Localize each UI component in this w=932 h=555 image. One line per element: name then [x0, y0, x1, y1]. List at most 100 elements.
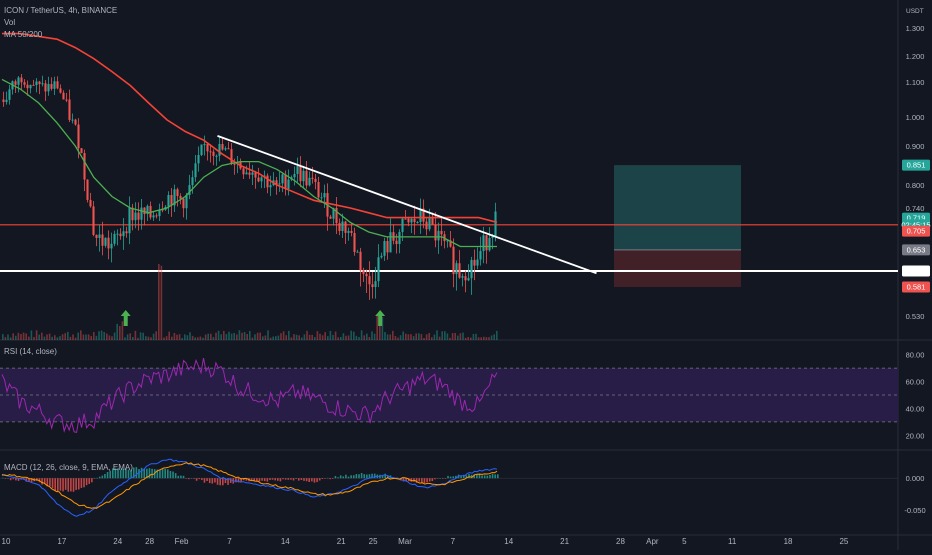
macd-histogram-bar — [25, 478, 28, 482]
x-tick-label: 21 — [337, 537, 346, 546]
candle-body — [188, 185, 191, 196]
candle-body — [248, 172, 251, 175]
macd-histogram-bar — [387, 475, 389, 479]
macd-histogram-bar — [428, 478, 431, 482]
macd-histogram-bar — [491, 473, 494, 479]
macd-histogram-bar — [324, 478, 326, 479]
price-tag-label: 0.851 — [907, 161, 926, 170]
macd-histogram-bar — [494, 474, 496, 479]
macd-histogram-bar — [122, 469, 125, 479]
macd-histogram-bar — [161, 468, 164, 479]
symbol-label: ICON / TetherUS, 4h, BINANCE — [4, 6, 118, 15]
volume-bar — [35, 330, 38, 340]
volume-bar — [147, 336, 150, 340]
volume-bar — [134, 330, 137, 340]
volume-bar — [381, 316, 384, 340]
candle-body — [452, 246, 455, 275]
macd-histogram-bar — [143, 468, 146, 479]
macd-histogram-bar — [75, 478, 77, 490]
price-tick-label: 0.900 — [906, 142, 925, 151]
candle-body — [116, 233, 119, 235]
volume-bar — [418, 333, 420, 340]
target-zone — [614, 165, 741, 250]
volume-bar — [98, 331, 100, 340]
candle-body — [101, 234, 104, 246]
candle-body — [17, 77, 20, 85]
candle-body — [41, 83, 44, 85]
x-tick-label: 25 — [369, 537, 378, 546]
volume-bar — [425, 334, 428, 340]
candle-body — [104, 237, 107, 246]
macd-histogram-bar — [476, 474, 478, 479]
candle-body — [371, 284, 374, 288]
candle-body — [416, 222, 419, 224]
candle-body — [269, 185, 272, 188]
candle-body — [119, 233, 122, 237]
price-tick-label: 0.800 — [906, 181, 925, 190]
macd-histogram-bar — [138, 469, 140, 479]
volume-bar — [324, 332, 326, 340]
signal-line — [1, 462, 498, 509]
volume-bar — [4, 337, 7, 340]
macd-histogram-bar — [421, 478, 423, 484]
price-tick-label: 1.000 — [906, 113, 925, 122]
macd-histogram-bar — [300, 478, 303, 480]
macd-histogram-bar — [64, 478, 67, 490]
x-tick-label: 14 — [281, 537, 290, 546]
candle-body — [113, 233, 116, 244]
candle-body — [89, 199, 92, 207]
volume-bar — [7, 334, 9, 340]
volume-bar — [210, 333, 212, 340]
volume-bar — [33, 337, 35, 340]
candle-body — [206, 144, 209, 152]
volume-bar — [132, 336, 134, 340]
volume-bar — [87, 334, 90, 340]
volume-bar — [82, 334, 85, 340]
candle-body — [449, 240, 452, 247]
candle-body — [395, 240, 398, 245]
macd-histogram-bar — [148, 468, 151, 479]
macd-histogram-bar — [9, 478, 12, 481]
candle-body — [410, 218, 413, 223]
volume-bar — [420, 334, 423, 340]
trendline — [217, 135, 597, 275]
volume-bar — [189, 332, 191, 340]
macd-histogram-bar — [277, 478, 279, 481]
macd-histogram-bar — [229, 478, 232, 483]
candle-body — [434, 224, 437, 241]
volume-bar — [306, 330, 308, 340]
volume-bar — [311, 334, 313, 340]
volume-bar — [496, 330, 498, 340]
candle-body — [482, 235, 485, 252]
candle-body — [380, 255, 383, 258]
macd-histogram-bar — [237, 478, 240, 483]
volume-bar — [397, 337, 399, 340]
macd-histogram-bar — [400, 478, 402, 481]
candle-body — [29, 84, 32, 89]
volume-bar — [48, 333, 51, 340]
macd-histogram-bar — [256, 478, 258, 482]
candle-body — [212, 151, 215, 156]
volume-bar — [488, 337, 490, 340]
price-tick-label: 0.530 — [906, 312, 925, 321]
candle-body — [53, 81, 56, 89]
macd-histogram-bar — [284, 478, 287, 480]
macd-histogram-bar — [258, 478, 261, 482]
candle-body — [77, 124, 80, 149]
ma200-line — [2, 32, 498, 224]
volume-bar — [215, 332, 217, 340]
volume-bar — [236, 334, 238, 340]
macd-histogram-bar — [316, 478, 318, 483]
volume-bar — [46, 334, 48, 340]
candle-body — [107, 237, 110, 249]
candle-body — [293, 173, 296, 178]
candle-body — [86, 179, 89, 200]
candle-body — [152, 215, 155, 218]
volume-bar — [293, 334, 295, 340]
volume-bar — [467, 337, 469, 340]
macd-histogram-bar — [182, 475, 185, 479]
volume-bar — [360, 330, 363, 340]
volume-bar — [72, 334, 74, 340]
macd-histogram-bar — [321, 478, 324, 480]
